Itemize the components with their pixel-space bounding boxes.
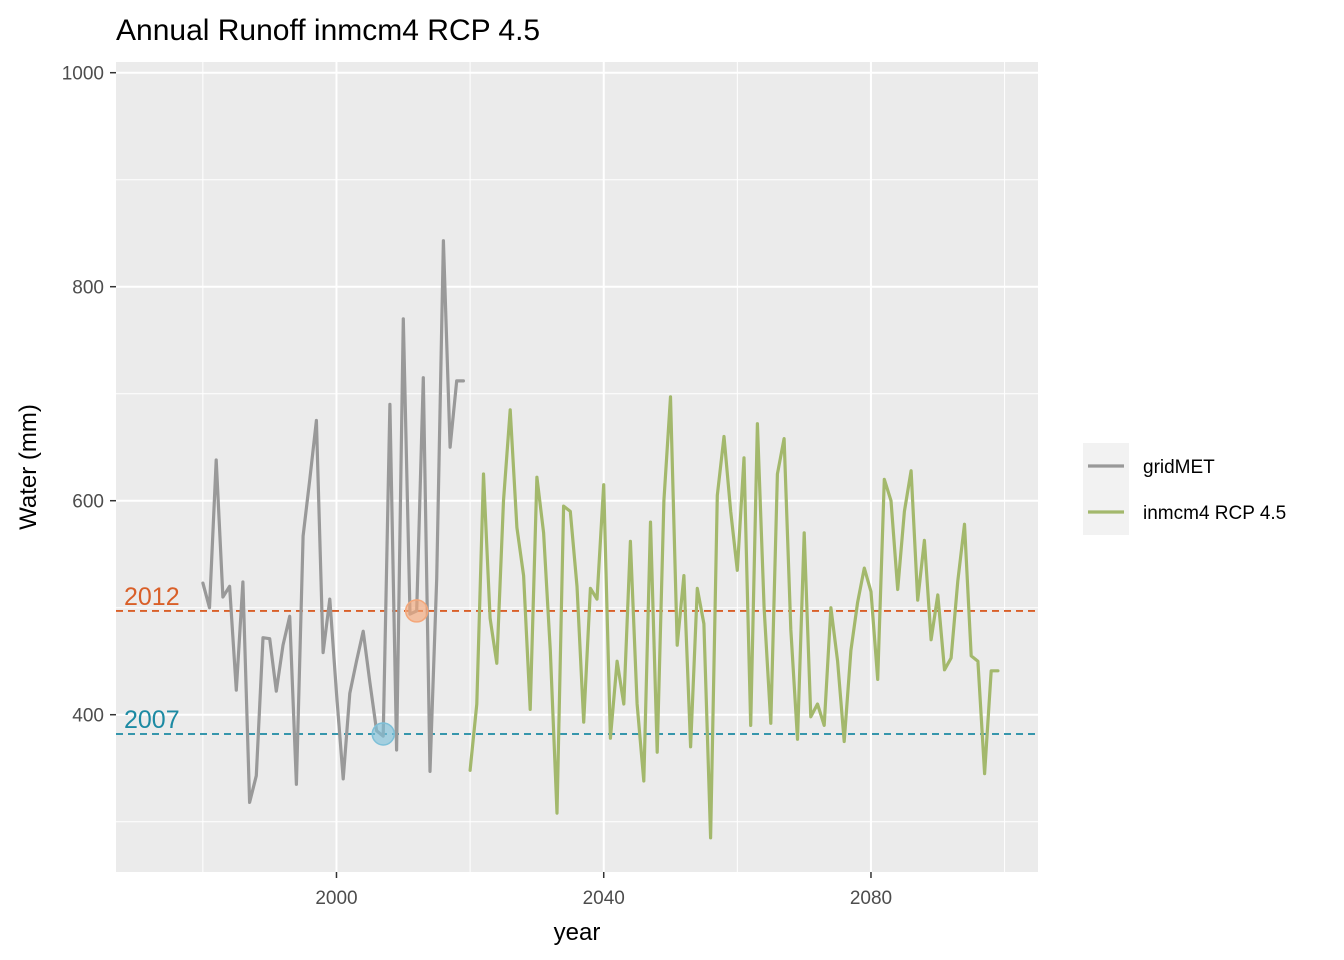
legend-label-0: gridMET: [1143, 457, 1215, 478]
x-axis: 2000 2040 2080: [315, 872, 892, 909]
x-tick-label: 2080: [850, 888, 892, 909]
reference-labels: 2012 2007: [124, 583, 180, 734]
y-tick-label: 600: [72, 492, 104, 513]
highlight-point-2012: [404, 599, 429, 623]
y-tick-label: 400: [72, 706, 104, 727]
reference-label-2007: 2007: [124, 706, 180, 734]
legend-key-background: [1083, 443, 1129, 535]
chart-title: Annual Runoff inmcm4 RCP 4.5: [116, 14, 540, 47]
y-axis: 400 600 800 1000: [62, 64, 116, 727]
y-tick-label: 800: [72, 278, 104, 299]
highlight-points: [371, 599, 429, 746]
x-tick-label: 2000: [315, 888, 357, 909]
highlight-point-2007: [371, 722, 395, 746]
y-tick-label: 1000: [62, 64, 104, 85]
series-line-gridmet: [201, 239, 465, 805]
series-lines: [201, 239, 1000, 840]
legend: gridMET inmcm4 RCP 4.5: [1083, 443, 1286, 535]
y-axis-title: Water (mm): [15, 404, 42, 530]
plot-panel: [116, 62, 1038, 872]
legend-label-1: inmcm4 RCP 4.5: [1143, 503, 1286, 524]
x-tick-label: 2040: [583, 888, 625, 909]
x-axis-title: year: [554, 919, 601, 946]
reference-label-2012: 2012: [124, 583, 180, 611]
series-line-inmcm4-rcp-4-5: [468, 395, 1000, 840]
